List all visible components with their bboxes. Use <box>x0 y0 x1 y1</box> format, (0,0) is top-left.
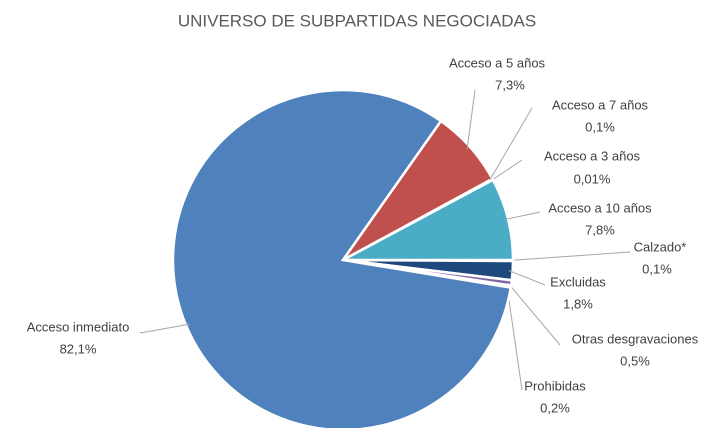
leader-line <box>506 285 523 391</box>
pie-slice <box>171 88 513 428</box>
leader-line <box>508 251 631 262</box>
slice-value: 1,8% <box>563 296 593 311</box>
leader-line <box>503 211 541 221</box>
slice-label: Acceso a 3 años <box>544 148 641 163</box>
slice-label: Acceso a 10 años <box>548 200 652 215</box>
slice-label: Acceso inmediato <box>27 319 130 334</box>
slice-label: Prohibidas <box>524 378 586 393</box>
slice-value: 82,1% <box>60 341 97 356</box>
slice-label: Excluidas <box>550 274 606 289</box>
chart-title: UNIVERSO DE SUBPARTIDAS NEGOCIADAS <box>178 11 536 30</box>
slice-label: Otras desgravaciones <box>572 331 699 346</box>
leader-line <box>507 282 561 346</box>
slice-value: 0,5% <box>620 353 650 368</box>
leader-line <box>489 159 523 183</box>
slice-value: 0,1% <box>585 119 615 134</box>
slice-value: 0,2% <box>540 400 570 415</box>
slice-value: 7,3% <box>495 77 525 92</box>
leader-line <box>508 269 546 286</box>
slice-value: 7,8% <box>585 222 615 237</box>
leader-line <box>488 107 533 182</box>
leader-line <box>139 323 190 334</box>
leader-line <box>466 89 476 150</box>
slice-value: 0,01% <box>574 171 611 186</box>
slice-label: Calzado* <box>634 239 687 254</box>
slice-label: Acceso a 5 años <box>449 55 546 70</box>
slice-value: 0,1% <box>642 261 672 276</box>
slice-label: Acceso a 7 años <box>552 97 649 112</box>
